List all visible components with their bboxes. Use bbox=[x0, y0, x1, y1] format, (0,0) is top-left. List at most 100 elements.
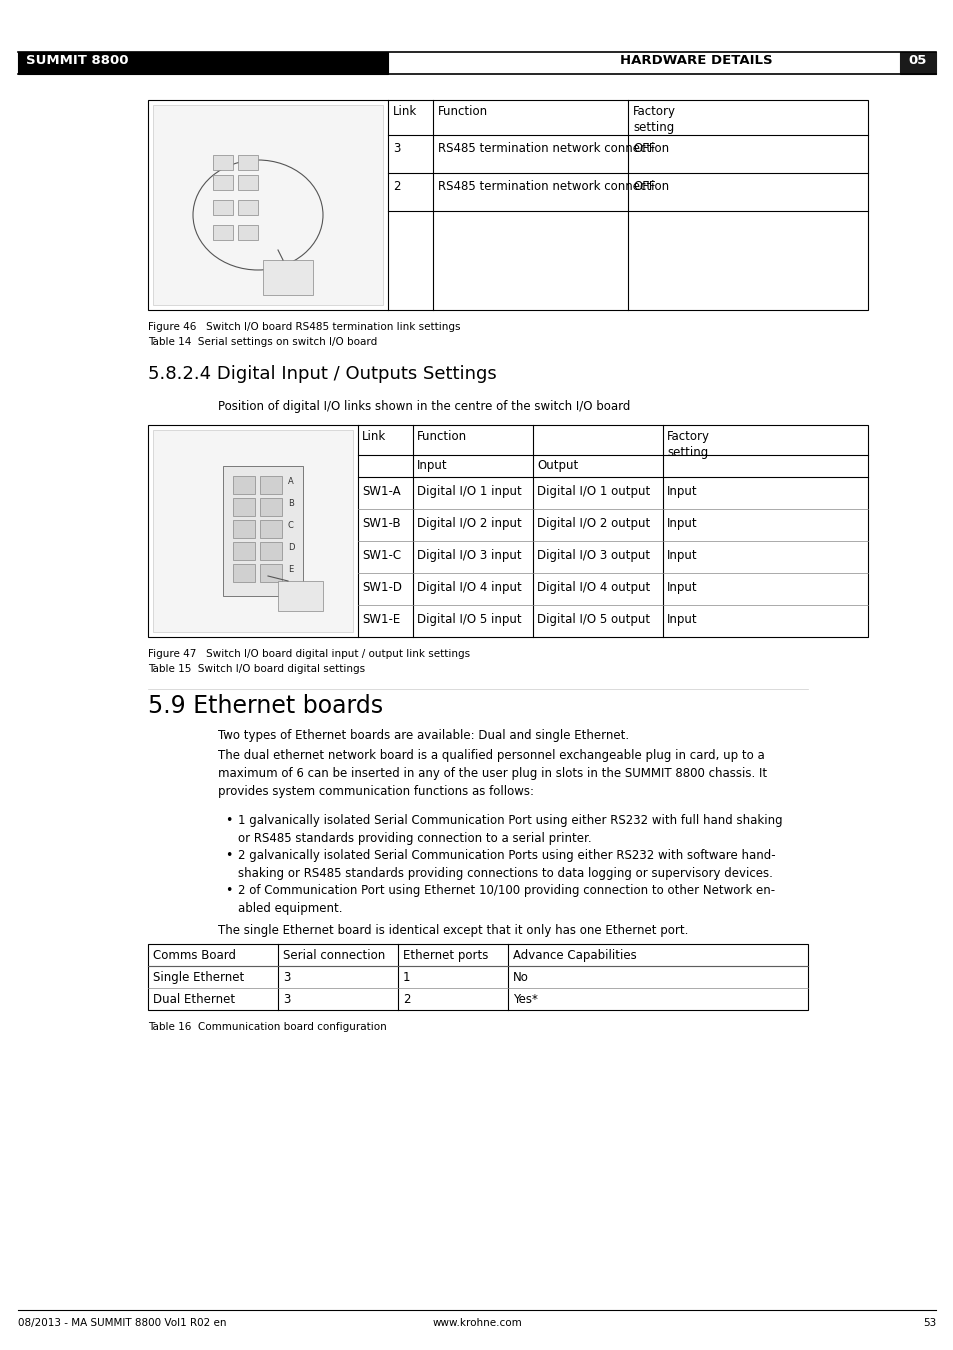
Text: 2: 2 bbox=[393, 180, 400, 193]
Text: Digital I/O 5 output: Digital I/O 5 output bbox=[537, 613, 649, 626]
Text: 5.8.2.4 Digital Input / Outputs Settings: 5.8.2.4 Digital Input / Outputs Settings bbox=[148, 364, 497, 383]
Text: A: A bbox=[288, 477, 294, 486]
Text: Digital I/O 1 input: Digital I/O 1 input bbox=[416, 485, 521, 498]
Text: SW1-E: SW1-E bbox=[361, 613, 400, 626]
Text: Table 16  Communication board configuration: Table 16 Communication board configurati… bbox=[148, 1022, 386, 1031]
Bar bbox=[233, 520, 254, 539]
Text: Digital I/O 3 output: Digital I/O 3 output bbox=[537, 549, 649, 562]
Text: No: No bbox=[513, 971, 528, 984]
Text: Digital I/O 5 input: Digital I/O 5 input bbox=[416, 613, 521, 626]
Bar bbox=[237, 200, 257, 215]
Text: Table 15  Switch I/O board digital settings: Table 15 Switch I/O board digital settin… bbox=[148, 664, 365, 674]
Bar bbox=[213, 176, 233, 190]
Text: E: E bbox=[288, 564, 293, 574]
Text: Function: Function bbox=[437, 105, 488, 117]
Text: •: • bbox=[225, 849, 233, 863]
Bar bbox=[148, 100, 867, 311]
Bar bbox=[148, 425, 867, 637]
Text: Two types of Ethernet boards are available: Dual and single Ethernet.: Two types of Ethernet boards are availab… bbox=[218, 729, 628, 742]
Text: B: B bbox=[288, 498, 294, 508]
Text: Digital I/O 3 input: Digital I/O 3 input bbox=[416, 549, 521, 562]
Text: www.krohne.com: www.krohne.com bbox=[432, 1318, 521, 1328]
Text: 05: 05 bbox=[908, 54, 926, 68]
Text: C: C bbox=[288, 521, 294, 529]
Text: SW1-A: SW1-A bbox=[361, 485, 400, 498]
Text: SW1-D: SW1-D bbox=[361, 580, 401, 594]
Text: Digital I/O 4 output: Digital I/O 4 output bbox=[537, 580, 650, 594]
Text: Link: Link bbox=[361, 431, 386, 443]
Text: Digital I/O 4 input: Digital I/O 4 input bbox=[416, 580, 521, 594]
Text: OFF: OFF bbox=[633, 180, 655, 193]
Text: Function: Function bbox=[416, 431, 467, 443]
Text: Serial connection: Serial connection bbox=[283, 949, 385, 963]
Bar bbox=[260, 541, 282, 560]
Bar bbox=[237, 225, 257, 240]
Text: Ethernet ports: Ethernet ports bbox=[402, 949, 488, 963]
Text: Factory
setting: Factory setting bbox=[666, 431, 709, 459]
Bar bbox=[213, 200, 233, 215]
Text: Input: Input bbox=[666, 613, 697, 626]
Text: Table 14  Serial settings on switch I/O board: Table 14 Serial settings on switch I/O b… bbox=[148, 338, 376, 347]
Bar bbox=[233, 541, 254, 560]
Text: Yes*: Yes* bbox=[513, 994, 537, 1006]
Text: Link: Link bbox=[393, 105, 416, 117]
Text: 2: 2 bbox=[402, 994, 410, 1006]
Text: 08/2013 - MA SUMMIT 8800 Vol1 R02 en: 08/2013 - MA SUMMIT 8800 Vol1 R02 en bbox=[18, 1318, 226, 1328]
Bar bbox=[213, 225, 233, 240]
Bar bbox=[18, 53, 388, 74]
Text: •: • bbox=[225, 814, 233, 828]
Text: The single Ethernet board is identical except that it only has one Ethernet port: The single Ethernet board is identical e… bbox=[218, 923, 688, 937]
Text: 1: 1 bbox=[402, 971, 410, 984]
Text: Comms Board: Comms Board bbox=[152, 949, 235, 963]
Text: Digital I/O 1 output: Digital I/O 1 output bbox=[537, 485, 650, 498]
Text: Input: Input bbox=[666, 485, 697, 498]
Text: Digital I/O 2 input: Digital I/O 2 input bbox=[416, 517, 521, 531]
Text: Factory
setting: Factory setting bbox=[633, 105, 676, 134]
Text: Digital I/O 2 output: Digital I/O 2 output bbox=[537, 517, 650, 531]
Text: Figure 46   Switch I/O board RS485 termination link settings: Figure 46 Switch I/O board RS485 termina… bbox=[148, 323, 460, 332]
Text: Single Ethernet: Single Ethernet bbox=[152, 971, 244, 984]
Text: D: D bbox=[288, 543, 294, 552]
Bar bbox=[277, 580, 323, 612]
Text: RS485 termination network connection: RS485 termination network connection bbox=[437, 142, 668, 155]
Text: HARDWARE DETAILS: HARDWARE DETAILS bbox=[619, 54, 772, 68]
Bar bbox=[233, 498, 254, 516]
Bar bbox=[237, 176, 257, 190]
Bar bbox=[260, 564, 282, 582]
Bar bbox=[237, 155, 257, 170]
Text: OFF: OFF bbox=[633, 142, 655, 155]
Text: Input: Input bbox=[666, 549, 697, 562]
Text: 2 galvanically isolated Serial Communication Ports using either RS232 with softw: 2 galvanically isolated Serial Communica… bbox=[237, 849, 775, 880]
Text: Input: Input bbox=[416, 459, 447, 472]
Text: Input: Input bbox=[666, 580, 697, 594]
Bar bbox=[260, 477, 282, 494]
Bar bbox=[213, 155, 233, 170]
Bar bbox=[260, 520, 282, 539]
Bar bbox=[899, 53, 935, 74]
Text: Figure 47   Switch I/O board digital input / output link settings: Figure 47 Switch I/O board digital input… bbox=[148, 649, 470, 659]
Text: Input: Input bbox=[666, 517, 697, 531]
Bar bbox=[223, 466, 303, 595]
Text: Dual Ethernet: Dual Ethernet bbox=[152, 994, 234, 1006]
Text: SUMMIT 8800: SUMMIT 8800 bbox=[26, 54, 129, 68]
Text: SW1-B: SW1-B bbox=[361, 517, 400, 531]
Text: 3: 3 bbox=[393, 142, 400, 155]
Bar bbox=[260, 498, 282, 516]
Text: 5.9 Ethernet boards: 5.9 Ethernet boards bbox=[148, 694, 383, 718]
Text: SW1-C: SW1-C bbox=[361, 549, 400, 562]
Bar bbox=[233, 477, 254, 494]
Text: Position of digital I/O links shown in the centre of the switch I/O board: Position of digital I/O links shown in t… bbox=[218, 400, 630, 413]
Bar bbox=[263, 261, 313, 296]
Text: RS485 termination network connection: RS485 termination network connection bbox=[437, 180, 668, 193]
Bar bbox=[233, 564, 254, 582]
Text: 1 galvanically isolated Serial Communication Port using either RS232 with full h: 1 galvanically isolated Serial Communica… bbox=[237, 814, 781, 845]
Text: •: • bbox=[225, 884, 233, 896]
Bar bbox=[152, 105, 382, 305]
Text: 3: 3 bbox=[283, 971, 290, 984]
Text: Advance Capabilities: Advance Capabilities bbox=[513, 949, 636, 963]
Bar bbox=[148, 944, 807, 1010]
Text: 53: 53 bbox=[922, 1318, 935, 1328]
Text: Output: Output bbox=[537, 459, 578, 472]
Bar bbox=[152, 431, 353, 632]
Text: 3: 3 bbox=[283, 994, 290, 1006]
